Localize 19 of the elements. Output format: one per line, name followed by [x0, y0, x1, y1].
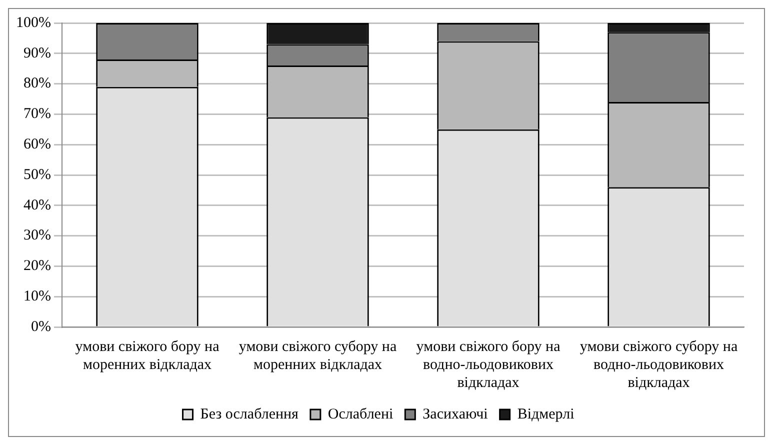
- y-tick-label: 80%: [23, 76, 51, 92]
- y-tick-label: 60%: [23, 136, 51, 153]
- x-tick-label: умови свіжого бору на моренних відкладах: [75, 338, 220, 373]
- y-tick-label: 30%: [23, 228, 51, 244]
- legend-label: Ослаблені: [328, 406, 394, 422]
- x-tick-label: умови свіжого бору на водно-льодовикових відкладах: [416, 338, 561, 391]
- legend-label: Засихаючі: [422, 406, 488, 422]
- y-tick-label: 0%: [30, 318, 51, 335]
- y-tick-label: 90%: [23, 45, 51, 62]
- x-tick-label: умови свіжого субору на водно-льодовикових відкладах: [580, 338, 738, 391]
- legend-label: Відмерлі: [517, 406, 574, 422]
- y-tick-label: 40%: [23, 197, 51, 214]
- legend-label: Без ослаблення: [200, 406, 299, 422]
- y-tick-label: 50%: [23, 166, 51, 183]
- y-tick-label: 20%: [23, 258, 51, 274]
- y-tick-label: 100%: [16, 14, 51, 31]
- y-tick-label: 70%: [23, 106, 51, 122]
- y-tick-label: 10%: [23, 288, 51, 305]
- x-tick-label: умови свіжого субору на моренних відкладах: [238, 338, 397, 373]
